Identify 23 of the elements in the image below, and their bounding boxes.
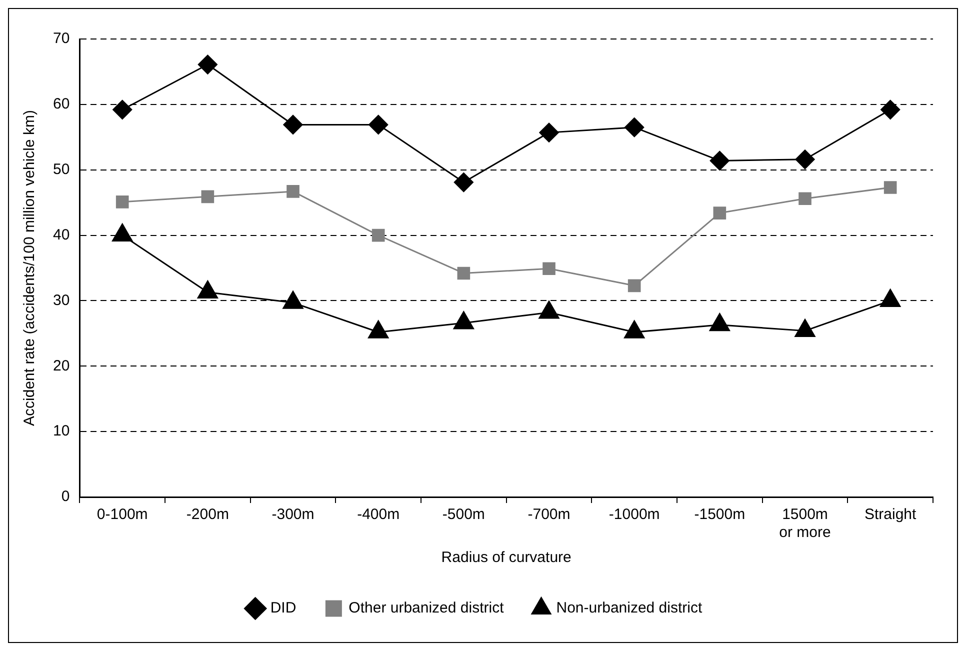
x-tick-label: -200m [186,506,229,524]
y-axis-title: Accident rate (accidents/100 million vehicle km) [21,110,38,426]
x-tick-label: -500m [442,506,485,524]
x-tick-label: -400m [357,506,400,524]
x-tick-label: -700m [528,506,570,524]
legend-label: Other urbanized district [348,600,505,617]
y-tick-label: 0 [61,488,70,506]
legend-label: DID [270,600,296,617]
y-tick-label: 50 [52,161,70,178]
x-tick-label: -300m [272,506,314,524]
x-axis-title: Radius of curvature [441,549,572,566]
y-tick-label: 10 [52,422,70,440]
x-tick-label: 0-100m [96,506,148,524]
x-tick-label: Straight [864,506,918,524]
x-tick-label: -1000m [608,506,660,524]
y-tick-label: 20 [52,357,70,374]
x-tick-label: 1500m or more [779,506,831,542]
y-tick-label: 70 [52,30,70,48]
y-tick-label: 40 [52,226,70,244]
x-tick-label: -1500m [694,506,746,524]
y-tick-label: 30 [52,292,70,309]
legend-label: Non-urbanized district [556,600,703,617]
y-tick-label: 60 [52,96,70,113]
